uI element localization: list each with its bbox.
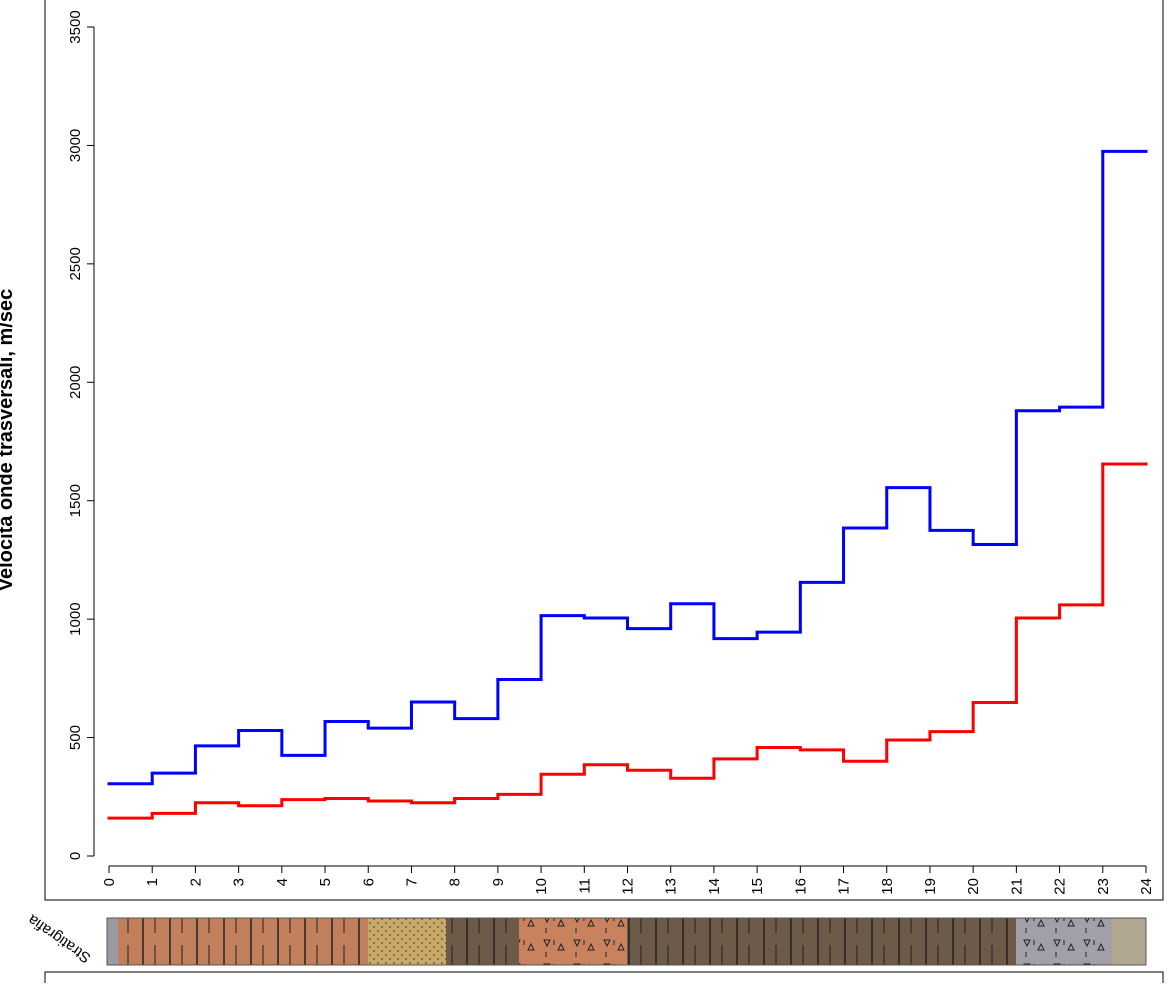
layer-hatch bbox=[627, 918, 1016, 965]
y-tick-label: 500 bbox=[67, 725, 84, 750]
layer-hatch bbox=[446, 918, 519, 965]
y-tick-label: 2000 bbox=[67, 366, 84, 399]
x-tick-label: 22 bbox=[1052, 878, 1069, 895]
x-tick-label: 13 bbox=[663, 878, 680, 895]
x-tick-label: 9 bbox=[490, 878, 507, 886]
x-tick-label: 5 bbox=[317, 878, 334, 886]
x-tick-label: 12 bbox=[620, 878, 637, 895]
x-tick-label: 7 bbox=[403, 878, 420, 886]
layer bbox=[1112, 918, 1146, 965]
layer bbox=[107, 918, 118, 965]
x-tick-label: 2 bbox=[187, 878, 204, 886]
y-tick-label: 3000 bbox=[67, 129, 84, 162]
y-tick-label: 1000 bbox=[67, 602, 84, 635]
x-tick-label: 18 bbox=[879, 878, 896, 895]
x-tick-label: 4 bbox=[274, 878, 291, 886]
x-tick-label: 23 bbox=[1095, 878, 1112, 895]
x-tick-label: 17 bbox=[836, 878, 853, 895]
x-tick-label: 20 bbox=[965, 878, 982, 895]
x-tick-label: 1 bbox=[144, 878, 161, 886]
x-tick-label: 19 bbox=[922, 878, 939, 895]
x-tick-label: 0 bbox=[101, 878, 118, 886]
x-tick-label: 6 bbox=[360, 878, 377, 886]
layer-hatch bbox=[519, 918, 627, 965]
layer-hatch bbox=[118, 918, 368, 965]
x-tick-label: 16 bbox=[792, 878, 809, 895]
x-tick-label: 8 bbox=[447, 878, 464, 886]
y-tick-label: 3500 bbox=[67, 10, 84, 43]
stratigraphy bbox=[106, 917, 1147, 966]
layer-hatch bbox=[368, 918, 446, 965]
x-tick-label: 24 bbox=[1138, 878, 1155, 895]
x-tick-label: 14 bbox=[706, 878, 723, 895]
y-tick-label: 2500 bbox=[67, 247, 84, 280]
x-tick-label: 21 bbox=[1008, 878, 1025, 895]
x-tick-label: 3 bbox=[231, 878, 248, 886]
layer-hatch bbox=[1016, 918, 1112, 965]
x-tick-label: 10 bbox=[533, 878, 550, 895]
y-tick-label: 1500 bbox=[67, 484, 84, 517]
strip-label: Stratigrafia bbox=[24, 911, 94, 967]
plot-frame bbox=[44, 0, 1164, 901]
x-tick-label: 11 bbox=[576, 878, 593, 894]
bottom-frame bbox=[44, 971, 1164, 988]
strip-frame bbox=[106, 917, 1147, 966]
y-tick-label: 0 bbox=[67, 852, 84, 860]
y-axis-label: Velocità onde trasversali, m/sec bbox=[0, 289, 17, 591]
x-tick-label: 15 bbox=[749, 878, 766, 895]
